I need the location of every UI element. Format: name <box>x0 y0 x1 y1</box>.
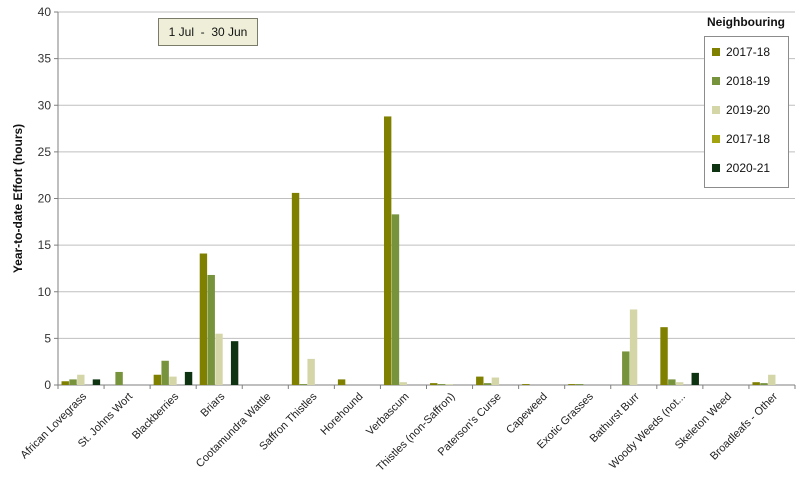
y-tick-label: 5 <box>44 331 51 345</box>
bar <box>291 192 300 385</box>
y-tick-label: 0 <box>44 378 51 392</box>
y-tick-label: 20 <box>38 192 52 206</box>
category-label: Capeweed <box>504 391 550 437</box>
bar <box>391 214 400 385</box>
bar <box>576 384 584 385</box>
date-range-label: 1 Jul - 30 Jun <box>158 18 258 46</box>
bar <box>215 333 223 385</box>
bar <box>307 358 315 385</box>
category-label: Woody Weeds (not... <box>607 391 688 472</box>
category-label: Thistles (non-Saffron) <box>375 391 458 474</box>
bar <box>184 371 193 385</box>
y-tick-label: 15 <box>38 238 52 252</box>
bar <box>69 379 77 385</box>
legend-label: 2017-18 <box>726 132 771 146</box>
bar <box>430 383 438 385</box>
bar <box>437 384 446 385</box>
bar <box>568 384 576 385</box>
y-axis-title: Year-to-date Effort (hours) <box>11 124 25 273</box>
legend-label: 2017-18 <box>726 45 771 59</box>
category-label: Briars <box>199 390 228 419</box>
y-tick-label: 10 <box>38 285 52 299</box>
bar <box>483 383 492 385</box>
bar <box>752 382 760 385</box>
legend-item: 2020-21 <box>712 160 770 176</box>
bar <box>445 384 454 385</box>
bar <box>491 377 500 385</box>
legend-item: 2017-18 <box>712 131 770 147</box>
bar <box>153 374 162 385</box>
category-label: African Lovegrass <box>18 390 89 461</box>
legend-swatch <box>712 164 720 172</box>
bar <box>768 374 776 385</box>
category-label: Verbascum <box>364 391 411 438</box>
bar <box>115 371 123 385</box>
y-tick-label: 40 <box>38 5 52 19</box>
bar <box>399 382 407 385</box>
y-tick-label: 25 <box>38 145 52 159</box>
bar <box>92 379 101 385</box>
legend-item: 2017-18 <box>712 44 770 60</box>
bar <box>383 116 392 385</box>
legend-swatch <box>712 48 720 56</box>
category-label: Blackberries <box>130 390 182 442</box>
legend-swatch <box>712 77 720 85</box>
bar <box>169 376 177 385</box>
bar <box>77 374 85 385</box>
legend-item: 2018-19 <box>712 73 770 89</box>
bar <box>675 382 684 385</box>
y-tick-label: 30 <box>38 98 52 112</box>
bar <box>207 274 215 385</box>
bar <box>161 360 169 385</box>
y-tick-label: 35 <box>38 52 52 66</box>
legend-label: 2018-19 <box>726 74 771 88</box>
bar <box>476 376 484 385</box>
bar <box>691 372 699 385</box>
bar <box>522 384 530 385</box>
legend-swatch <box>712 135 720 143</box>
legend-title: Neighbouring <box>707 15 785 29</box>
bar <box>668 379 676 385</box>
bar <box>337 379 346 385</box>
legend: 2017-18 2018-19 2019-20 2017-18 2020-21 <box>704 36 789 188</box>
legend-label: 2019-20 <box>726 103 771 117</box>
bar <box>660 327 668 385</box>
legend-swatch <box>712 106 720 114</box>
bar <box>629 309 638 385</box>
bar <box>622 351 630 385</box>
bar <box>230 341 239 385</box>
bar <box>61 381 69 385</box>
bar <box>760 383 768 385</box>
legend-item: 2019-20 <box>712 102 770 118</box>
category-label: Horehound <box>319 391 366 438</box>
bar <box>199 253 208 385</box>
legend-label: 2020-21 <box>726 161 771 175</box>
bar <box>299 384 308 385</box>
